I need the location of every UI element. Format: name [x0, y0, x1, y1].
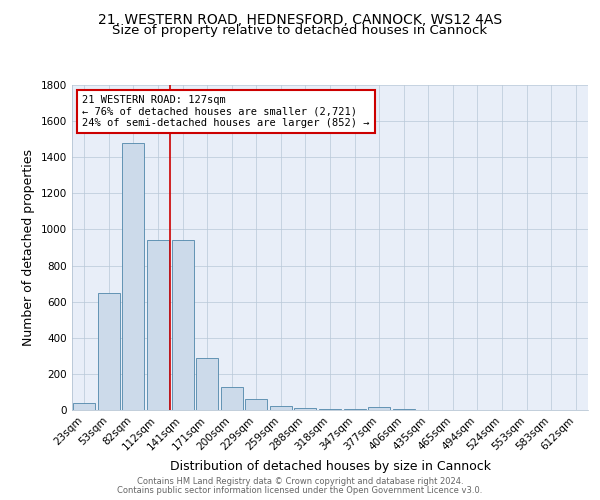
X-axis label: Distribution of detached houses by size in Cannock: Distribution of detached houses by size …: [170, 460, 491, 473]
Bar: [245, 399, 268, 410]
Bar: [122, 143, 145, 410]
Text: 21 WESTERN ROAD: 127sqm
← 76% of detached houses are smaller (2,721)
24% of semi: 21 WESTERN ROAD: 127sqm ← 76% of detache…: [82, 94, 370, 128]
Bar: [172, 240, 194, 410]
Y-axis label: Number of detached properties: Number of detached properties: [22, 149, 35, 346]
Text: Size of property relative to detached houses in Cannock: Size of property relative to detached ho…: [112, 24, 488, 37]
Bar: [270, 406, 292, 410]
Bar: [73, 403, 95, 410]
Text: Contains public sector information licensed under the Open Government Licence v3: Contains public sector information licen…: [118, 486, 482, 495]
Text: Contains HM Land Registry data © Crown copyright and database right 2024.: Contains HM Land Registry data © Crown c…: [137, 477, 463, 486]
Bar: [344, 409, 365, 410]
Text: 21, WESTERN ROAD, HEDNESFORD, CANNOCK, WS12 4AS: 21, WESTERN ROAD, HEDNESFORD, CANNOCK, W…: [98, 12, 502, 26]
Bar: [295, 408, 316, 410]
Bar: [319, 408, 341, 410]
Bar: [368, 407, 390, 410]
Bar: [392, 409, 415, 410]
Bar: [221, 386, 243, 410]
Bar: [147, 240, 169, 410]
Bar: [196, 358, 218, 410]
Bar: [98, 292, 120, 410]
